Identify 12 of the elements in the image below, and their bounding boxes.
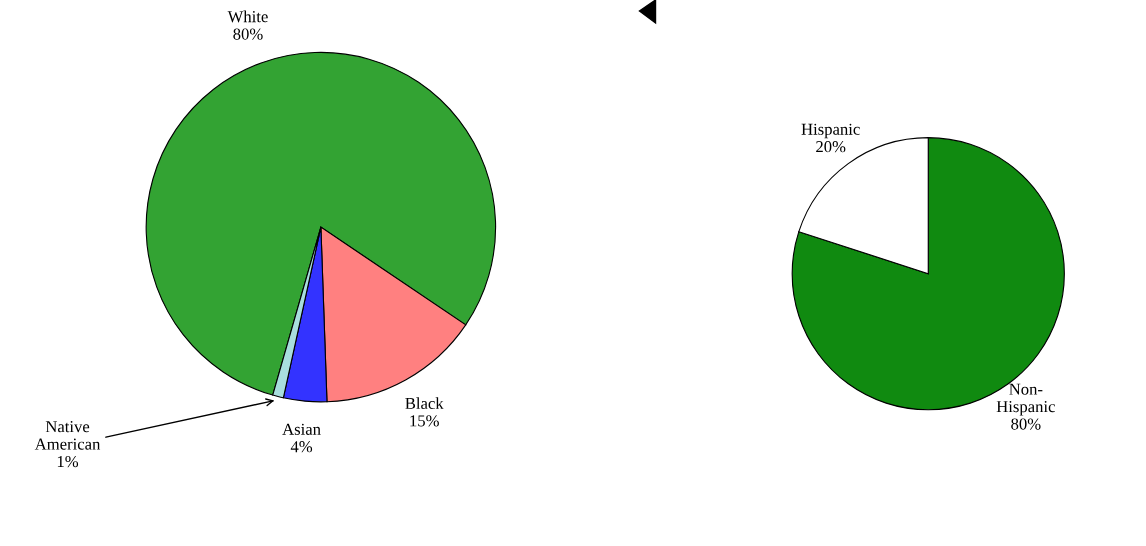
slice-label: Non-Hispanic	[996, 383, 1055, 416]
legend-label: Asian	[282, 423, 321, 435]
data-label: 80%	[1011, 418, 1041, 430]
slice-label: Black	[405, 397, 444, 410]
slice-label: Hispanic	[801, 123, 860, 139]
slice-label: White	[227, 10, 268, 23]
data-label: 1%	[57, 455, 79, 468]
data-label: 80%	[233, 28, 263, 40]
data-label: 20%	[816, 141, 846, 153]
data-label: 15%	[410, 415, 439, 427]
data-label: 4%	[290, 441, 313, 453]
slice-label: Native American	[34, 421, 101, 450]
